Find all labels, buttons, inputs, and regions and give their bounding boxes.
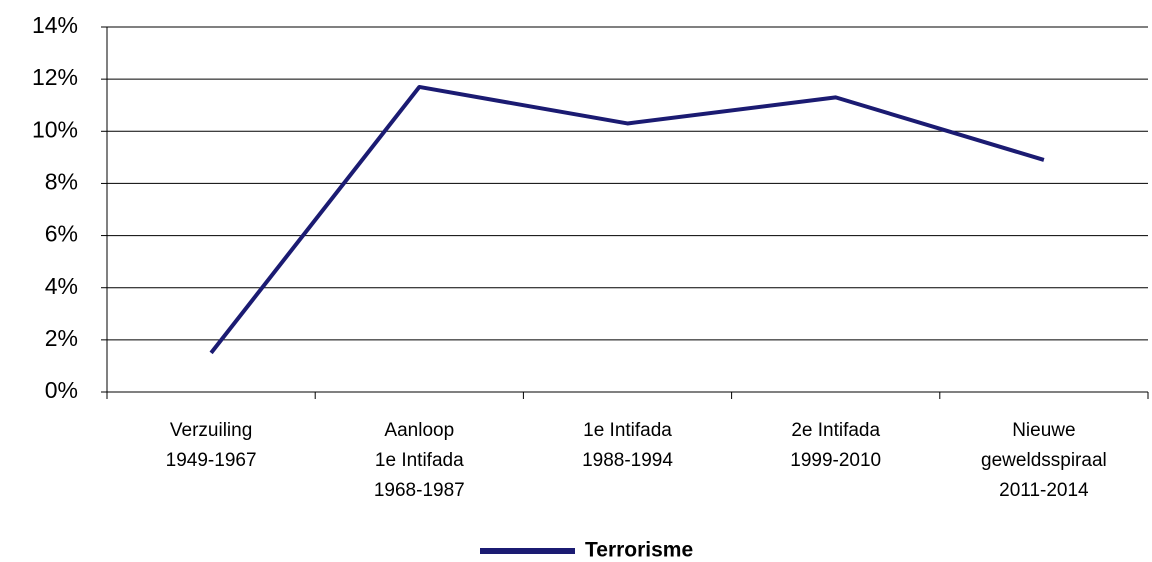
y-tick-label: 6% [45, 221, 78, 247]
data-line [209, 84, 1045, 355]
y-tick-label: 4% [45, 273, 78, 299]
y-tick-label: 12% [32, 64, 78, 90]
x-tick-label: 1e Intifada 1988-1994 [582, 420, 673, 471]
y-tick-label: 2% [45, 325, 78, 351]
y-tick-label: 8% [45, 169, 78, 195]
legend-label: Terrorisme [585, 539, 693, 562]
x-tick-label: 2e Intifada 1999-2010 [790, 420, 882, 471]
x-tick-label: Verzuiling 1949-1967 [165, 420, 257, 471]
y-tick-label: 14% [32, 12, 78, 38]
y-tick-label: 0% [45, 377, 78, 403]
x-tick-label: Aanloop 1e Intifada 1968-1987 [373, 420, 465, 501]
x-tick-label: Nieuwe geweldsspiraal 2011-2014 [981, 420, 1107, 501]
y-tick-label: 10% [32, 116, 78, 142]
